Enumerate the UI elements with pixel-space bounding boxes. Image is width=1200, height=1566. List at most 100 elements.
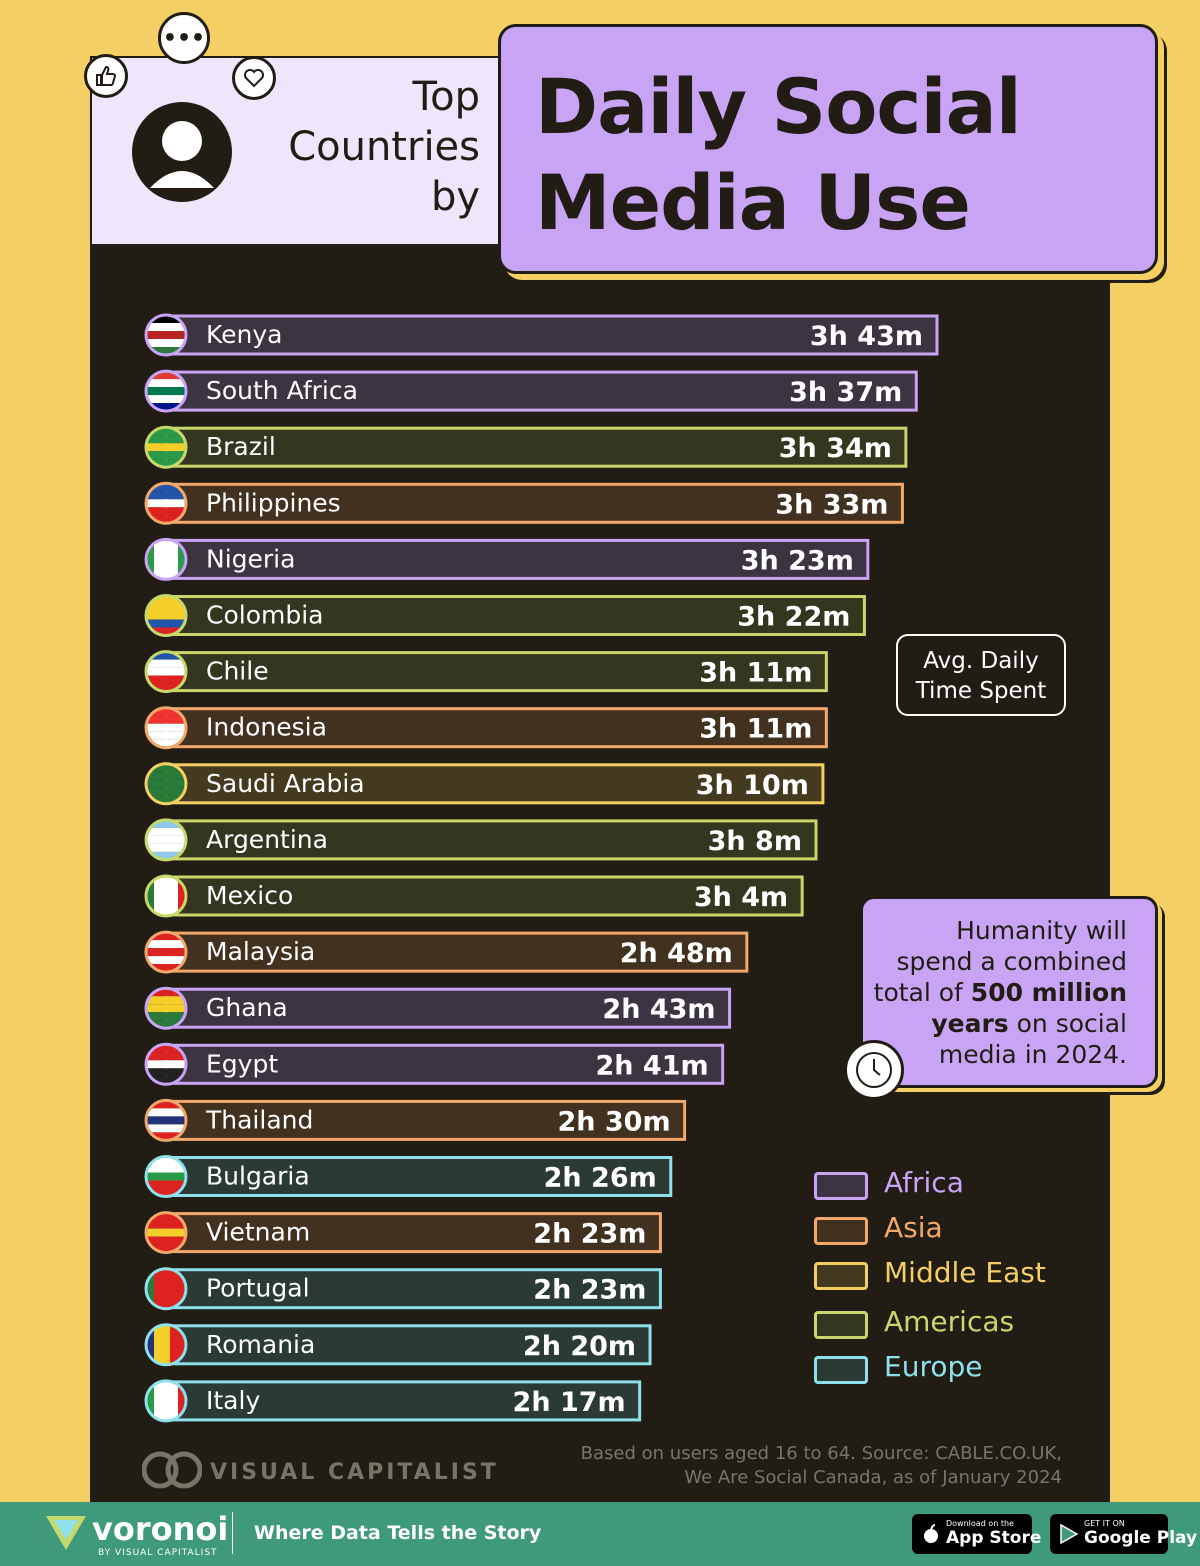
flag-ring xyxy=(144,1098,188,1142)
thailand-flag xyxy=(146,1100,186,1141)
flag-ring xyxy=(144,650,188,694)
legend-swatch xyxy=(814,1262,868,1290)
title-box: Daily Social Media Use xyxy=(498,24,1158,274)
value-label: 2h 43m xyxy=(602,994,715,1025)
value-label: 3h 8m xyxy=(708,826,802,857)
flag-ring xyxy=(144,537,188,581)
legend-swatch xyxy=(814,1172,868,1200)
value-label: 3h 23m xyxy=(741,545,854,576)
chart-subtitle: Top Countries by xyxy=(248,72,480,222)
legend-label: Asia xyxy=(884,1211,943,1244)
legend-label: Europe xyxy=(884,1350,983,1383)
flag-ring xyxy=(144,706,188,750)
country-label: Thailand xyxy=(205,1105,313,1134)
vietnam-flag xyxy=(146,1212,186,1253)
flag-ring xyxy=(144,1211,188,1255)
bar xyxy=(164,370,918,412)
country-label: Kenya xyxy=(206,320,283,349)
value-label: 3h 11m xyxy=(699,714,812,745)
brazil-flag xyxy=(146,427,186,468)
google-play-label: Google Play xyxy=(1084,1528,1198,1548)
flag-ring xyxy=(144,930,188,974)
flag-ring xyxy=(144,818,188,862)
country-label: South Africa xyxy=(206,376,358,405)
flag-ring xyxy=(144,1042,188,1086)
flag-ring xyxy=(144,1323,188,1367)
value-label: 3h 10m xyxy=(696,770,809,801)
value-label: 3h 37m xyxy=(789,377,902,408)
value-label: 3h 33m xyxy=(775,489,888,520)
bar xyxy=(164,595,866,636)
voronoi-wordmark[interactable]: voronoi xyxy=(92,1510,229,1548)
bar-row: Philippines 3h 33m xyxy=(144,481,904,525)
value-callout: Avg. Daily Time Spent xyxy=(896,634,1066,716)
fact-highlight: 500 million xyxy=(970,978,1127,1007)
title-line: Media Use xyxy=(535,158,971,247)
ghana-flag xyxy=(146,988,186,1029)
chat-bubble-icon: ••• xyxy=(158,12,210,64)
bar-row: Nigeria 3h 23m xyxy=(144,537,870,581)
bar-row: Ghana 2h 43m xyxy=(144,986,732,1030)
flag-ring xyxy=(144,1155,188,1198)
mexico-flag xyxy=(146,876,186,916)
philippines-flag xyxy=(146,483,186,524)
argentina-flag xyxy=(146,819,186,860)
bar xyxy=(164,875,804,917)
country-label: Indonesia xyxy=(206,713,327,742)
legend-label: Americas xyxy=(884,1305,1015,1338)
title-line: Daily Social xyxy=(535,62,1022,151)
callout-line: Time Spent xyxy=(915,678,1047,704)
bar xyxy=(164,707,828,749)
italy-flag xyxy=(146,1380,186,1421)
bulgaria-flag xyxy=(146,1156,186,1197)
bar xyxy=(164,651,828,693)
callout-line: Avg. Daily xyxy=(923,648,1039,674)
flag-ring xyxy=(144,762,188,806)
fact-line: spend a combined xyxy=(896,947,1127,976)
country-label: Italy xyxy=(206,1386,260,1415)
flag-ring xyxy=(144,874,188,918)
bar xyxy=(164,1268,662,1310)
value-label: 2h 48m xyxy=(620,938,733,969)
flag-ring xyxy=(144,986,188,1030)
bar-row: Kenya 3h 43m xyxy=(144,313,939,357)
value-label: 2h 41m xyxy=(596,1050,709,1081)
subtitle-line: Top xyxy=(412,74,481,120)
bar xyxy=(164,819,818,861)
thumbs-up-icon xyxy=(84,54,128,98)
source-line: Based on users aged 16 to 64. Source: CA… xyxy=(580,1443,1062,1464)
egypt-flag xyxy=(146,1044,186,1085)
footer-divider xyxy=(232,1512,233,1554)
voronoi-logo-icon xyxy=(46,1516,86,1550)
bar-row: Brazil 3h 34m xyxy=(144,425,908,469)
visual-capitalist-wordmark: VISUAL CAPITALIST xyxy=(210,1460,499,1485)
bar-row: Egypt 2h 41m xyxy=(144,1042,725,1086)
bar-row: Malaysia 2h 48m xyxy=(144,930,749,974)
malaysia-flag xyxy=(146,932,186,973)
bar xyxy=(164,1156,673,1197)
fact-line: media in 2024. xyxy=(938,1040,1127,1069)
bar-row: Romania 2h 20m xyxy=(144,1323,652,1367)
country-label: Malaysia xyxy=(206,937,315,966)
source-line: We Are Social Canada, as of January 2024 xyxy=(684,1467,1062,1488)
legend-swatch xyxy=(814,1217,868,1245)
google-play-button[interactable]: GET IT ON Google Play xyxy=(1050,1514,1197,1554)
flag-ring xyxy=(144,425,188,469)
indonesia-flag xyxy=(146,707,186,748)
google-play-icon xyxy=(1060,1524,1078,1544)
bar xyxy=(164,426,908,468)
country-label: Colombia xyxy=(206,601,323,630)
value-label: 3h 43m xyxy=(810,321,923,352)
app-store-label: App Store xyxy=(946,1528,1042,1548)
country-label: Vietnam xyxy=(206,1218,310,1247)
bar-row: Bulgaria 2h 26m xyxy=(144,1155,673,1198)
value-label: 3h 4m xyxy=(694,882,788,913)
value-label: 2h 26m xyxy=(544,1163,657,1194)
app-store-button[interactable]: Download on the App Store xyxy=(912,1514,1041,1554)
legend-label: Middle East xyxy=(884,1256,1046,1289)
fact-box: Humanity will spend a combined total of … xyxy=(860,896,1158,1088)
fact-line: total of xyxy=(873,978,971,1007)
value-label: 2h 30m xyxy=(557,1106,670,1137)
country-label: Bulgaria xyxy=(206,1162,310,1191)
